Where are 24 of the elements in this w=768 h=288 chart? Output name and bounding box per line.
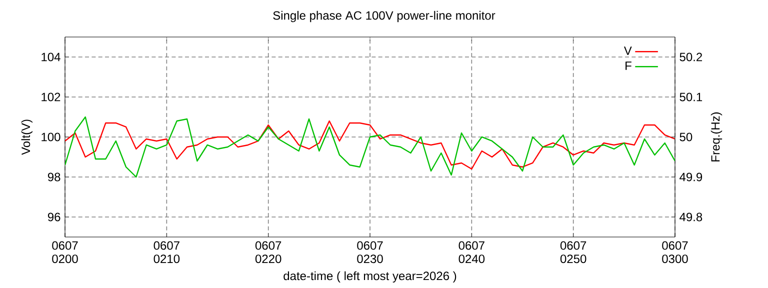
y2-tick-label: 50.1 [680, 92, 702, 102]
y-axis-title: Volt(V) [21, 120, 32, 155]
x-tick-label: 0607 0240 [458, 241, 485, 264]
y-tick-label: 98 [48, 172, 60, 182]
y2-axis-title: Freq.(Hz) [710, 112, 722, 162]
x-tick-label: 0607 0200 [52, 241, 78, 264]
chart-title: Single phase AC 100V power-line monitor [273, 10, 496, 22]
legend-label: F [626, 62, 632, 70]
legend-label: V [624, 46, 632, 55]
y2-tick-label: 49.8 [680, 212, 702, 222]
y-tick-label: 102 [42, 92, 60, 102]
y-tick-label: 104 [42, 52, 60, 62]
y-tick-label: 100 [42, 132, 60, 142]
x-tick-label: 0607 0220 [255, 241, 282, 264]
line-series [65, 120, 675, 170]
x-axis-title: date-time ( left most year=2026 ) [284, 271, 456, 283]
y2-tick-label: 50 [680, 132, 692, 142]
y2-tick-label: 50.2 [680, 52, 702, 62]
y2-tick-label: 49.9 [680, 172, 702, 182]
x-tick-label: 0607 0250 [560, 241, 586, 264]
x-tick-label: 0607 0210 [154, 241, 180, 264]
x-tick-label: 0607 0300 [662, 241, 688, 264]
x-tick-label: 0607 0230 [357, 241, 383, 264]
y-tick-label: 96 [48, 212, 60, 222]
